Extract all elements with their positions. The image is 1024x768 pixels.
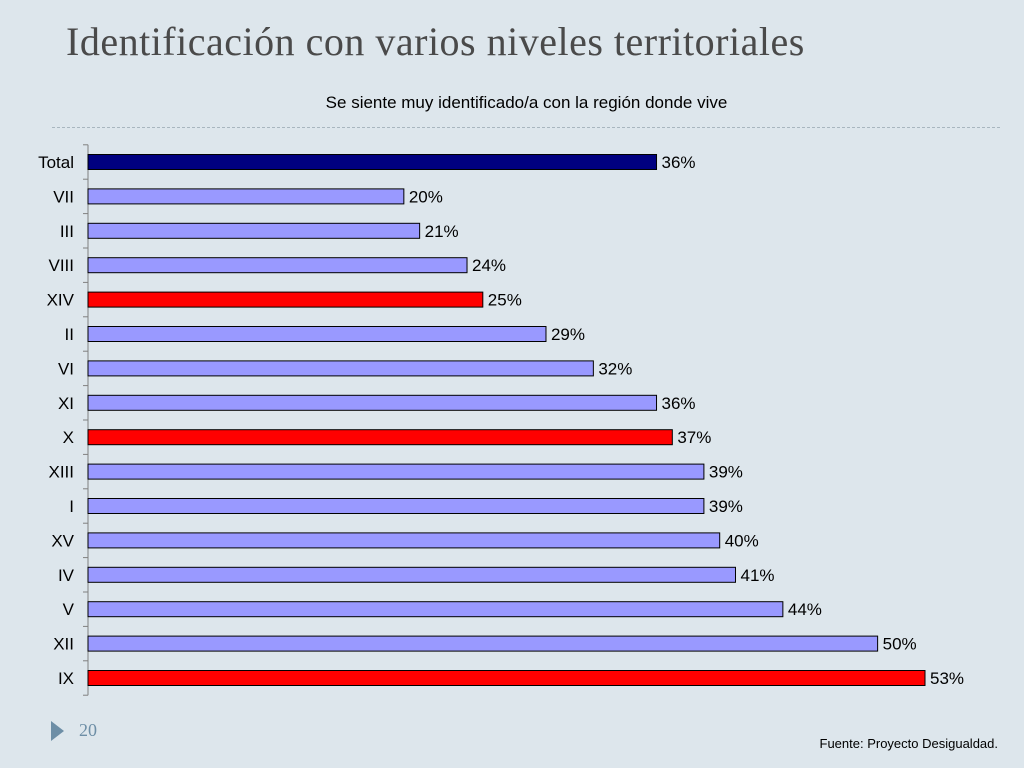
value-label: 29% <box>551 325 585 344</box>
value-label: 24% <box>472 256 506 275</box>
value-label: 53% <box>930 669 964 688</box>
bar-i <box>87 498 705 514</box>
category-label: XII <box>53 635 74 654</box>
category-label: III <box>60 222 74 241</box>
value-label: 32% <box>598 359 632 378</box>
title-divider <box>52 127 1000 128</box>
bar-x <box>87 429 673 446</box>
value-label: 36% <box>662 153 696 172</box>
bar-ix <box>87 670 926 686</box>
value-label: 36% <box>662 394 696 413</box>
bar-iii <box>87 222 421 239</box>
category-label: IX <box>58 669 74 688</box>
category-label: XIII <box>48 463 74 482</box>
bar-xiv <box>87 291 484 308</box>
value-label: 39% <box>709 463 743 482</box>
category-label: VIII <box>48 256 74 275</box>
bar-xi <box>87 394 658 411</box>
category-label: VII <box>53 187 74 206</box>
bar-iv <box>87 566 736 583</box>
page-number: 20 <box>79 720 97 740</box>
bar-v <box>87 601 784 618</box>
category-label: IV <box>58 566 75 585</box>
value-label: 25% <box>488 291 522 310</box>
category-label: II <box>65 325 74 344</box>
value-label: 20% <box>409 187 443 206</box>
category-label: XIV <box>47 291 75 310</box>
source-note: Fuente: Proyecto Desigualdad. <box>819 736 999 751</box>
bar-xv <box>87 532 721 549</box>
category-label: X <box>63 428 74 447</box>
bar-ii <box>87 326 547 342</box>
value-label: 44% <box>788 600 822 619</box>
category-label: XI <box>58 394 74 413</box>
bar-xiii <box>87 463 705 480</box>
bar-vii <box>87 188 405 205</box>
category-label: V <box>63 600 75 619</box>
value-label: 37% <box>677 428 711 447</box>
value-label: 40% <box>725 531 759 550</box>
bar-vi <box>87 360 594 377</box>
category-label: I <box>69 497 74 516</box>
value-label: 50% <box>883 635 917 654</box>
bar-xii <box>87 635 879 652</box>
category-label: Total <box>38 153 74 172</box>
category-label: VI <box>58 359 74 378</box>
chart-title: Se siente muy identificado/a con la regi… <box>325 93 728 112</box>
bar-total <box>87 154 658 170</box>
slide-title: Identificación con varios niveles territ… <box>66 19 805 64</box>
bar-viii <box>87 257 468 274</box>
value-label: 21% <box>425 222 459 241</box>
category-label: XV <box>51 531 74 550</box>
footer-arrow-icon <box>51 721 64 741</box>
value-label: 39% <box>709 497 743 516</box>
value-label: 41% <box>740 566 774 585</box>
